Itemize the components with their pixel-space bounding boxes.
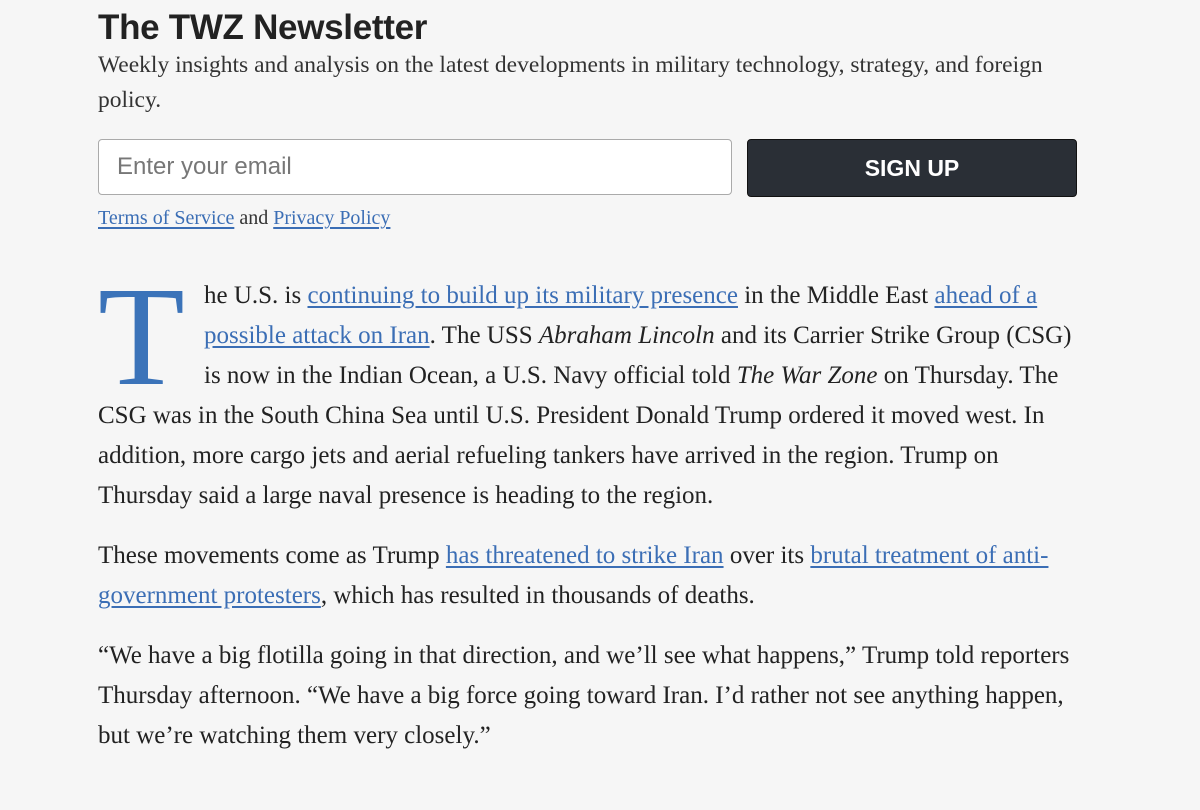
paragraph-2: These movements come as Trump has threat… — [98, 536, 1093, 616]
body-text: and its Carrier Strike Group (CSG) is no… — [204, 322, 1072, 389]
article-link[interactable]: has threatened to strike Iran — [445, 542, 724, 569]
body-text: on Thursday. The CSG was in the South Ch… — [98, 362, 1059, 509]
body-text: . The USS — [429, 322, 539, 349]
body-text: , which has resulted in thousands of dea… — [320, 582, 755, 609]
sign-up-button[interactable]: SIGN UP — [747, 139, 1077, 197]
privacy-policy-link[interactable]: Privacy Policy — [273, 207, 391, 229]
body-text: “We have a big flotilla going in that di… — [98, 642, 1070, 749]
legal-links: Terms of Service and Privacy Policy — [98, 207, 390, 230]
italic-text: Abraham Lincoln — [538, 322, 715, 349]
drop-cap: T — [98, 257, 185, 415]
italic-text: The War Zone — [736, 362, 878, 389]
signup-form: SIGN UP — [98, 139, 1078, 199]
newsletter-subtitle: Weekly insights and analysis on the late… — [98, 52, 1043, 113]
newsletter-title: The TWZ Newsletter — [98, 8, 428, 47]
terms-of-service-link[interactable]: Terms of Service — [98, 207, 235, 229]
article-link[interactable]: continuing to build up its military pres… — [307, 282, 738, 309]
body-text: in the Middle East — [737, 282, 935, 309]
body-text: These movements come as Trump — [98, 542, 446, 569]
body-text: he U.S. is — [204, 282, 308, 309]
and-text: and — [234, 207, 274, 229]
article-link[interactable]: brutal treatment of anti-government prot… — [98, 542, 1049, 609]
email-input[interactable] — [98, 139, 732, 195]
paragraph-3: “We have a big flotilla going in that di… — [98, 636, 1093, 756]
body-text: over its — [723, 542, 811, 569]
article-link[interactable]: ahead of a possible attack on Iran — [204, 282, 1038, 349]
